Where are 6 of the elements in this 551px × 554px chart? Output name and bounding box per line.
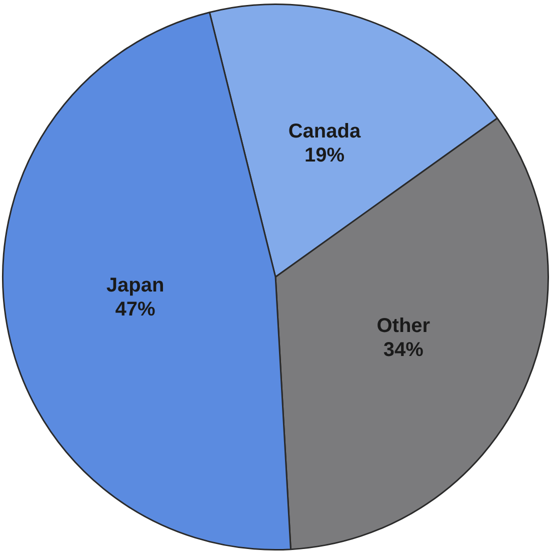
data-label: 34% <box>383 338 424 361</box>
slice-label: Japan <box>106 274 164 297</box>
data-label: 47% <box>115 298 156 321</box>
slice-label: Canada <box>288 120 362 142</box>
slice-label: Other <box>376 314 430 337</box>
data-label: 19% <box>304 144 345 166</box>
